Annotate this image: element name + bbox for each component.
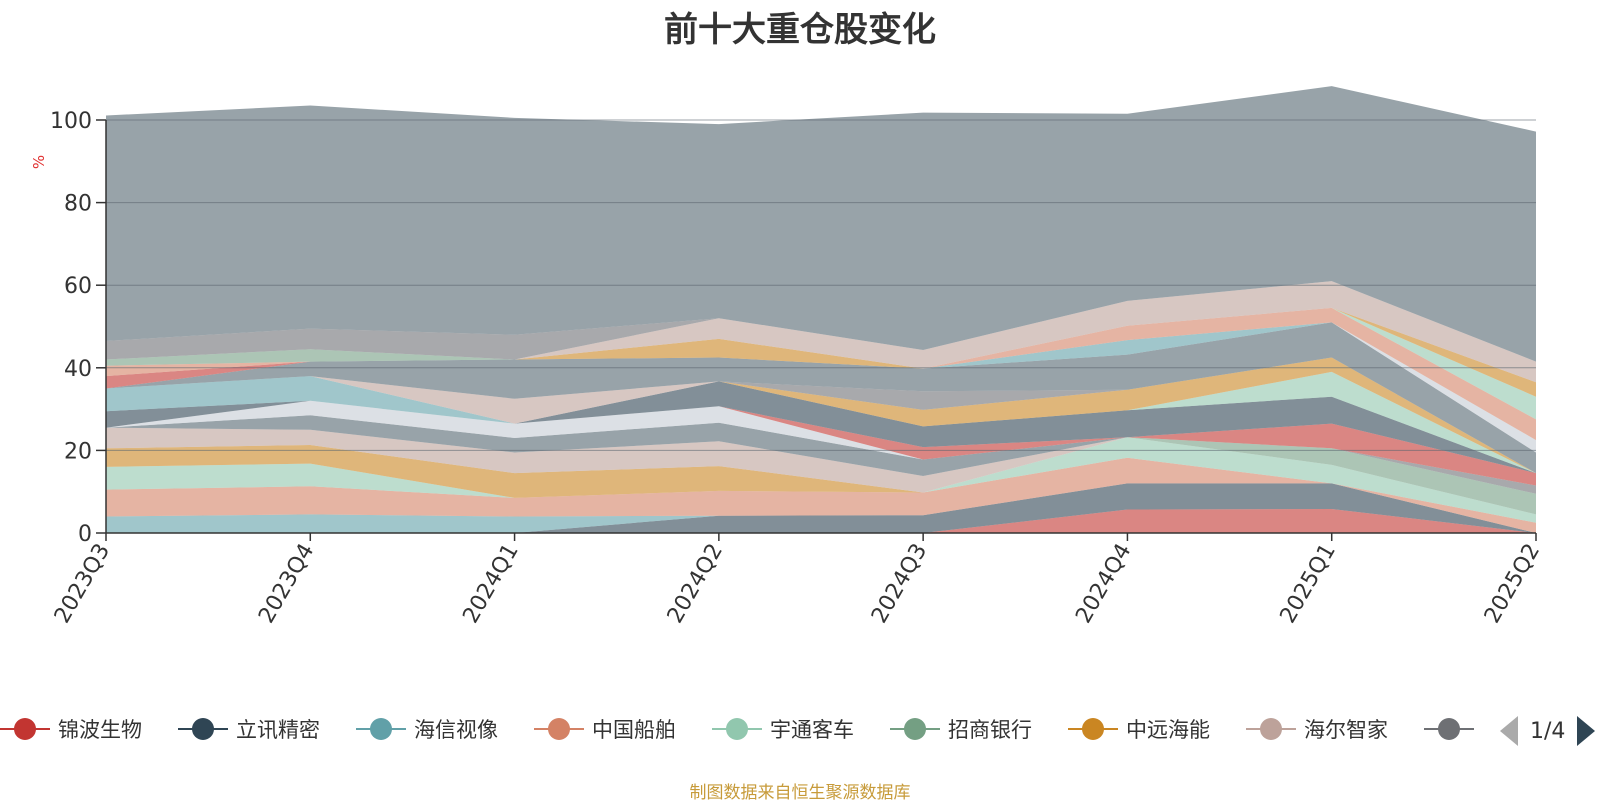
legend-marker-icon	[178, 712, 228, 746]
x-tick-label-5: 2024Q4	[1071, 540, 1136, 628]
y-tick-label-2: 40	[64, 357, 92, 382]
legend-marker-icon	[1068, 712, 1118, 746]
y-tick-label-1: 20	[64, 439, 92, 464]
area-series-17	[106, 357, 1536, 474]
y-tick-label-3: 60	[64, 274, 92, 299]
legend-item-4[interactable]: 宇通客车	[712, 712, 854, 746]
chart-title: 前十大重仓股变化	[664, 10, 936, 50]
legend-item-5[interactable]: 招商银行	[890, 712, 1032, 746]
legend-marker-icon	[1246, 712, 1296, 746]
legend-marker-icon	[890, 712, 940, 746]
legend-marker-icon	[0, 712, 50, 746]
area-series-29	[106, 281, 1536, 383]
area-series-0	[106, 509, 1536, 533]
area-series-12	[106, 381, 1536, 474]
area-series-13	[106, 376, 1536, 474]
area-series-30	[106, 281, 1536, 362]
area-series-3	[106, 457, 1536, 533]
y-tick-label-0: 0	[78, 522, 92, 547]
legend: 锦波生物 立讯精密 海信视像 中国船舶 宇通客车 招商银行 中远海能 海尔智家	[0, 712, 1600, 746]
legend-item-7[interactable]: 海尔智家	[1246, 712, 1388, 746]
x-tick-label-2: 2024Q1	[458, 540, 523, 628]
x-tick-label-3: 2024Q2	[663, 540, 728, 628]
area-series-2	[106, 483, 1536, 533]
legend-label: 立讯精密	[236, 718, 320, 742]
legend-marker-icon	[1424, 712, 1474, 746]
legend-next-page-icon[interactable]	[1577, 716, 1596, 746]
legend-marker-icon	[712, 712, 762, 746]
x-tick-label-6: 2025Q1	[1276, 540, 1341, 628]
area-series-6	[106, 437, 1536, 498]
area-series-7	[106, 427, 1536, 494]
x-tick-label-7: 2025Q2	[1480, 540, 1545, 628]
data-source-note: 制图数据来自恒生聚源数据库	[689, 783, 911, 803]
legend-item-6[interactable]: 中远海能	[1068, 712, 1210, 746]
legend-item-0[interactable]: 锦波生物	[0, 712, 142, 746]
legend-label: 中远海能	[1126, 718, 1210, 742]
area-series-4	[106, 437, 1536, 523]
legend-label: 海尔智家	[1304, 718, 1388, 742]
area-series-20	[106, 322, 1536, 474]
x-tick-label-0: 2023Q3	[50, 540, 115, 628]
legend-page-indicator: 1/4	[1530, 718, 1566, 744]
legend-item-3[interactable]: 中国船舶	[534, 712, 676, 746]
legend-prev-page-icon[interactable]	[1500, 716, 1518, 746]
legend-label: 锦波生物	[58, 718, 142, 742]
x-tick-label-1: 2023Q4	[254, 540, 319, 628]
area-series-11	[106, 400, 1536, 486]
area-series-31	[106, 86, 1536, 362]
x-tick-label-4: 2024Q3	[867, 540, 932, 628]
legend-item-8[interactable]	[1424, 712, 1482, 746]
y-tick-label-5: 100	[50, 109, 92, 134]
y-axis-label: %	[30, 155, 48, 169]
legend-label: 宇通客车	[770, 718, 854, 742]
legend-label: 招商银行	[948, 718, 1032, 742]
area-series-1	[106, 483, 1536, 533]
legend-marker-icon	[356, 712, 406, 746]
legend-pager: 1/4	[1500, 714, 1596, 748]
legend-label: 中国船舶	[592, 718, 676, 742]
legend-marker-icon	[534, 712, 584, 746]
area-series-10	[106, 400, 1536, 486]
legend-item-1[interactable]: 立讯精密	[178, 712, 320, 746]
legend-item-2[interactable]: 海信视像	[356, 712, 498, 746]
legend-label: 海信视像	[414, 718, 498, 742]
y-tick-label-4: 80	[64, 192, 92, 217]
